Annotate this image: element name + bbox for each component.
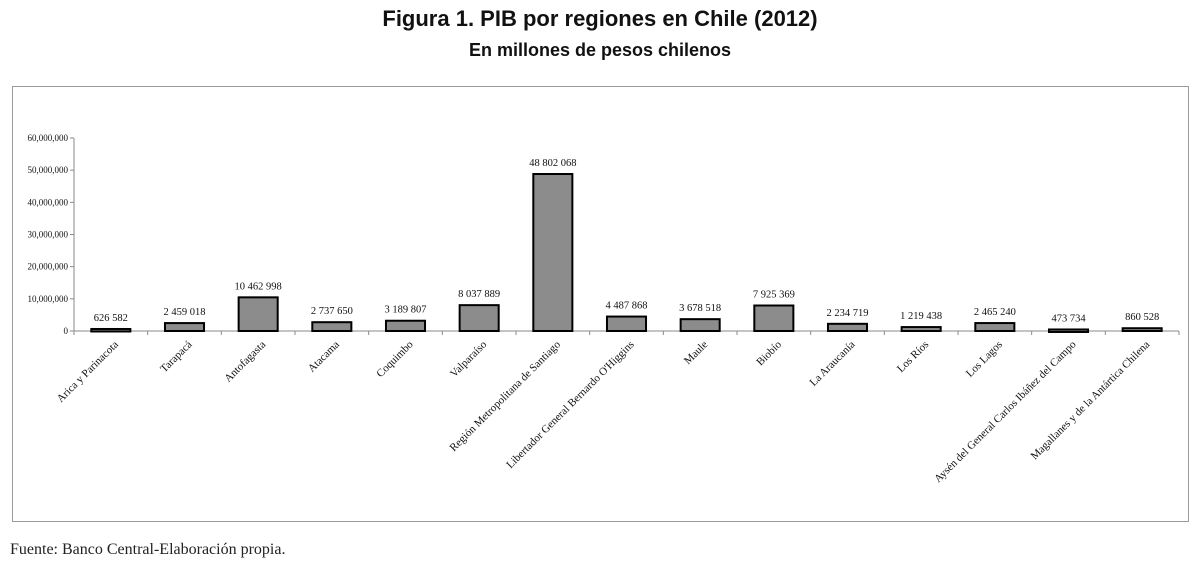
category-label: Maule xyxy=(682,339,710,367)
data-label: 8 037 889 xyxy=(458,289,500,300)
chart-title: Figura 1. PIB por regiones en Chile (201… xyxy=(382,6,818,31)
y-tick-label: 30,000,000 xyxy=(28,230,69,240)
bar xyxy=(679,318,721,333)
data-label: 626 582 xyxy=(94,313,128,324)
data-label: 3 189 807 xyxy=(385,305,427,316)
data-label: 2 465 240 xyxy=(974,307,1016,318)
category-label: Biobío xyxy=(754,338,784,368)
data-label: 860 528 xyxy=(1125,312,1159,323)
category-label: Arica y Parinacota xyxy=(55,339,121,405)
bar xyxy=(458,304,500,332)
bar xyxy=(532,173,574,332)
y-tick-label: 10,000,000 xyxy=(28,294,69,304)
bar xyxy=(311,321,353,333)
y-tick-label: 20,000,000 xyxy=(28,262,69,272)
category-label: Tarapacá xyxy=(158,339,195,376)
bar-chart: 0 10,000,000 20,000,000 30,000,000 40,000,00… xyxy=(28,133,1180,485)
y-tick-label: 50,000,000 xyxy=(28,165,69,175)
data-label: 1 219 438 xyxy=(900,311,942,322)
category-label: Magallanes y de la Antártica Chilena xyxy=(1029,339,1153,463)
bar xyxy=(753,304,795,332)
category-label: La Araucanía xyxy=(807,339,857,389)
category-label: Los Ríos xyxy=(895,339,931,375)
bar xyxy=(900,326,942,332)
chart-frame: 0 10,000,000 20,000,000 30,000,000 40,000,00… xyxy=(12,86,1189,522)
bar xyxy=(163,322,206,333)
category-label: Valparaíso xyxy=(448,338,490,380)
bar xyxy=(90,327,132,333)
bar xyxy=(1047,328,1090,333)
category-label: Los Lagos xyxy=(964,339,1005,380)
category-label: Antofagasta xyxy=(222,339,268,385)
data-label: 4 487 868 xyxy=(606,301,648,312)
category-label: Libertador General Bernardo O'Higgins xyxy=(504,339,636,471)
data-label: 473 734 xyxy=(1051,313,1086,324)
bar xyxy=(605,315,648,333)
y-tick-label: 60,000,000 xyxy=(28,133,69,143)
bar xyxy=(974,322,1016,332)
category-label: Atacama xyxy=(306,339,342,375)
data-label: 48 802 068 xyxy=(529,158,576,169)
y-tick-label: 0 xyxy=(64,326,69,336)
bar xyxy=(826,322,869,333)
bar xyxy=(1121,327,1163,332)
bar xyxy=(237,296,279,332)
data-label: 7 925 369 xyxy=(753,290,795,301)
category-label: Coquimbo xyxy=(374,338,416,380)
data-label: 10 462 998 xyxy=(235,281,282,292)
bar xyxy=(384,319,427,333)
data-label: 2 737 650 xyxy=(311,306,353,317)
data-label: 3 678 518 xyxy=(679,303,721,314)
data-label: 2 234 719 xyxy=(827,308,869,319)
category-label: Aysén del General Carlos Ibáñez del Camp… xyxy=(932,338,1079,485)
source-note: Fuente: Banco Central-Elaboración propia… xyxy=(10,541,286,558)
y-tick-label: 40,000,000 xyxy=(28,197,69,207)
data-label: 2 459 018 xyxy=(164,307,206,318)
chart-subtitle: En millones de pesos chilenos xyxy=(468,40,732,60)
